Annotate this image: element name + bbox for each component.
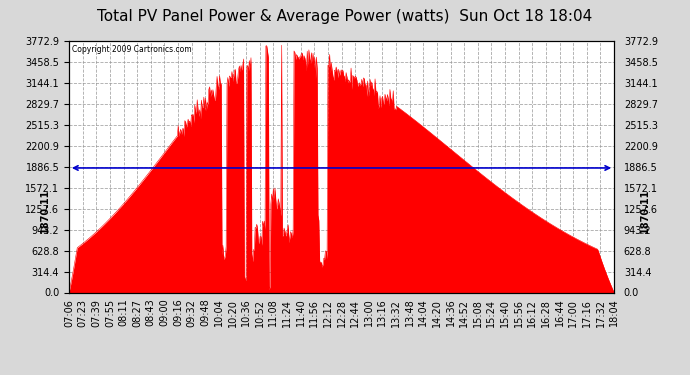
Text: 1870.11: 1870.11	[640, 189, 650, 233]
Text: 1870.11: 1870.11	[40, 189, 50, 233]
Text: Total PV Panel Power & Average Power (watts)  Sun Oct 18 18:04: Total PV Panel Power & Average Power (wa…	[97, 9, 593, 24]
Text: Copyright 2009 Cartronics.com: Copyright 2009 Cartronics.com	[72, 45, 191, 54]
